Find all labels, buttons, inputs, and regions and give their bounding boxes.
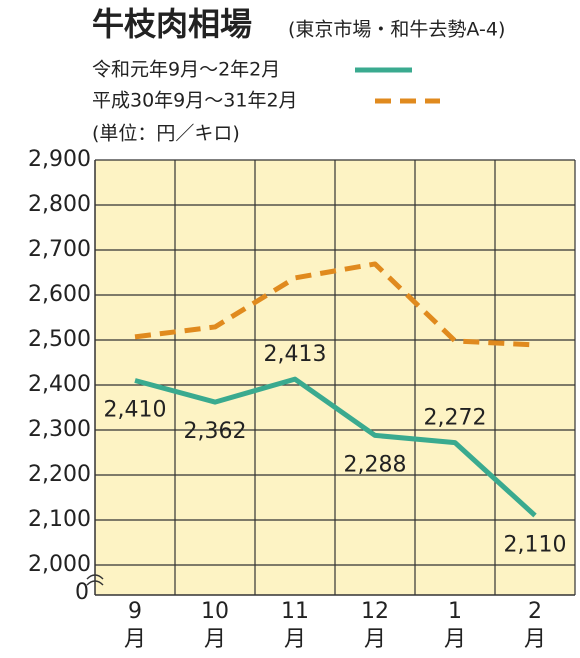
chart-title: 牛枝肉相場 [92,5,252,43]
y-tick-label: 2,600 [28,282,91,307]
x-tick-label: 12 [361,599,389,624]
x-tick-unit: 月 [524,627,546,652]
x-tick-label: 11 [281,599,309,624]
x-tick-unit: 月 [364,627,386,652]
y-tick-label: 2,200 [28,462,91,487]
x-tick-label: 1 [448,599,462,624]
y-tick-label: 2,500 [28,327,91,352]
x-tick-unit: 月 [284,627,306,652]
y-tick-label: 2,400 [28,372,91,397]
y-origin-label: 0 [75,580,89,605]
legend-label: 令和元年9月～2年2月 [92,59,280,81]
x-tick-label: 10 [201,599,229,624]
x-tick-label: 2 [528,599,542,624]
y-tick-label: 2,300 [28,417,91,442]
data-label: 2,410 [104,398,167,423]
series-line [134,376,537,518]
y-tick-label: 2,700 [28,237,91,262]
y-tick-label: 2,900 [28,147,91,172]
x-tick-label: 9 [128,599,142,624]
y-tick-label: 2,100 [28,507,91,532]
y-tick-label: 2,800 [28,192,91,217]
data-label: 2,288 [344,452,407,477]
x-tick-unit: 月 [204,627,226,652]
data-label: 2,272 [424,406,487,431]
x-tick-unit: 月 [124,627,146,652]
x-tick-unit: 月 [444,627,466,652]
data-label: 2,362 [184,419,247,444]
series-line [134,261,536,348]
legend-label: 平成30年9月～31年2月 [92,90,298,112]
chart-subtitle: (東京市場・和牛去勢A-4) [288,19,505,41]
data-label: 2,110 [504,533,567,558]
unit-note: (単位：円／キロ) [92,123,240,145]
data-label: 2,413 [264,342,327,367]
y-tick-label: 2,000 [28,552,91,577]
